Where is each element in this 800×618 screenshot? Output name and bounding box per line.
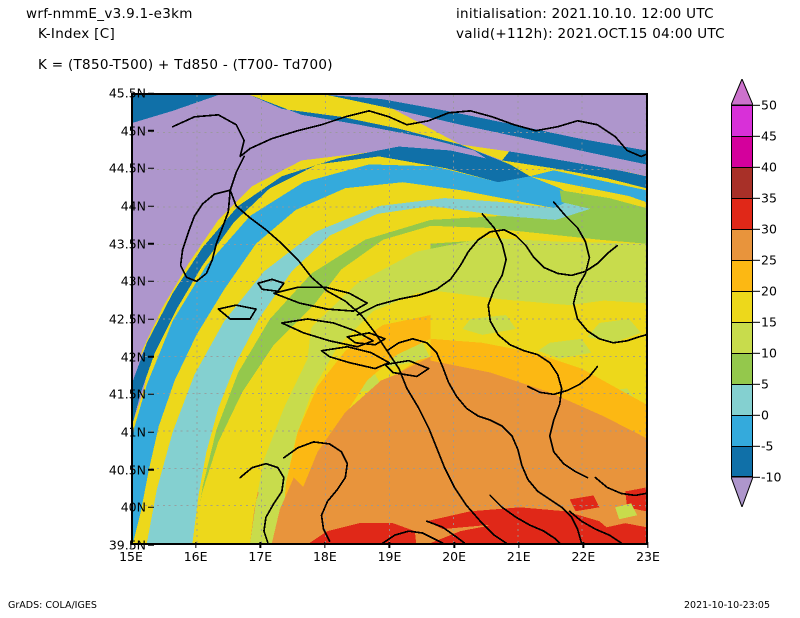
x-tick-mark <box>388 542 391 548</box>
colorbar-tick: 15 <box>753 315 777 330</box>
x-axis-tick: 20E <box>442 542 466 564</box>
colorbar-tick-mark <box>753 383 760 385</box>
y-tick-mark <box>148 280 154 283</box>
y-axis-tick: 45.5N <box>109 86 154 101</box>
x-axis-tick: 17E <box>248 542 272 564</box>
x-axis-tick: 16E <box>184 542 208 564</box>
y-axis-tick: 42N <box>121 349 154 364</box>
y-axis-tick: 41N <box>121 425 154 440</box>
x-axis-tick: 21E <box>507 542 531 564</box>
x-axis-tick: 23E <box>636 542 660 564</box>
colorbar-tick: 20 <box>753 284 777 299</box>
y-axis-tick: 44N <box>121 199 154 214</box>
x-tick-mark <box>194 542 197 548</box>
colorbar-tick: 45 <box>753 129 777 144</box>
y-tick-mark <box>148 506 154 509</box>
y-tick-mark <box>148 318 154 320</box>
render-timestamp: 2021-10-10-23:05 <box>684 600 771 611</box>
x-tick-mark <box>130 542 132 548</box>
colorbar-tick: 50 <box>753 98 777 113</box>
y-tick-mark <box>148 205 154 207</box>
colorbar-top-arrow <box>731 79 753 105</box>
colorbar-tick-mark <box>753 290 760 292</box>
colorbar-band <box>731 291 753 322</box>
formula-text: K = (T850-T500) + Td850 - (T700- Td700) <box>38 57 333 73</box>
y-tick-mark <box>148 393 154 396</box>
x-axis-tick: 15E <box>119 542 143 564</box>
colorbar-band <box>731 322 753 353</box>
x-tick-mark <box>518 542 520 548</box>
colorbar-tick-mark <box>753 259 760 261</box>
colorbar-band <box>731 384 753 415</box>
colorbar-tick-mark <box>753 321 760 323</box>
y-tick-mark <box>148 167 154 170</box>
y-axis-tick: 42.5N <box>109 312 154 327</box>
colorbar-tick: 25 <box>753 253 777 268</box>
colorbar-band <box>731 136 753 167</box>
colorbar-tick-mark <box>753 104 760 106</box>
colorbar-bottom-arrow <box>731 477 753 507</box>
colorbar-band <box>731 229 753 260</box>
colorbar-band <box>731 167 753 198</box>
colorbar-band <box>731 446 753 477</box>
colorbar-tick: 5 <box>753 377 769 392</box>
x-tick-mark <box>582 542 585 548</box>
y-axis-tick: 44.5N <box>109 161 154 176</box>
valid-time: valid(+112h): 2021.OCT.15 04:00 UTC <box>456 26 725 42</box>
colorbar-tick-mark <box>753 135 760 137</box>
x-tick-mark <box>453 542 455 548</box>
colorbar-tick-mark <box>753 166 760 168</box>
colorbar-tick: 10 <box>753 346 777 361</box>
colorbar-band <box>731 260 753 291</box>
colorbar-band <box>731 415 753 446</box>
colorbar-tick: -10 <box>753 470 781 485</box>
colorbar-tick-mark <box>753 228 760 230</box>
x-tick-mark <box>259 542 262 548</box>
colorbar-tick-mark <box>753 197 760 199</box>
x-axis-tick: 19E <box>378 542 401 564</box>
map-plot-area <box>131 93 648 545</box>
y-axis-tick: 40N <box>121 500 154 515</box>
y-tick-mark <box>148 129 154 132</box>
colorbar-tick: 35 <box>753 191 777 206</box>
colorbar-tick-mark <box>753 414 760 416</box>
x-axis-tick: 18E <box>313 542 337 564</box>
model-name: wrf-nmmE_v3.9.1-e3km <box>26 6 193 22</box>
x-tick-mark <box>647 542 649 548</box>
y-tick-mark <box>148 431 154 433</box>
initialisation-time: initialisation: 2021.10.10. 12:00 UTC <box>456 6 714 22</box>
y-tick-mark <box>148 544 154 546</box>
field-name: K-Index [C] <box>38 26 116 42</box>
colorbar-tick: -5 <box>753 439 773 454</box>
x-tick-mark <box>324 542 326 548</box>
y-tick-mark <box>148 92 154 94</box>
grads-credit: GrADS: COLA/IGES <box>8 600 97 611</box>
colorbar-band <box>731 198 753 229</box>
colorbar-band <box>731 105 753 136</box>
y-tick-mark <box>148 355 154 358</box>
y-axis-tick: 43.5N <box>109 236 154 251</box>
y-axis-tick: 43N <box>121 274 154 289</box>
colorbar-tick-mark <box>753 476 760 478</box>
y-tick-mark <box>148 242 154 245</box>
y-axis-tick: 41.5N <box>109 387 154 402</box>
colorbar-tick: 0 <box>753 408 769 423</box>
colorbar-band <box>731 353 753 384</box>
y-tick-mark <box>148 468 154 471</box>
colorbar-tick-mark <box>753 445 760 447</box>
x-axis-tick: 22E <box>571 542 595 564</box>
colorbar-tick: 30 <box>753 222 777 237</box>
colorbar-tick: 40 <box>753 160 777 175</box>
y-axis-tick: 39.5N <box>109 538 154 553</box>
y-axis-tick: 45N <box>121 123 154 138</box>
kindex-heatmap-raster <box>133 95 646 543</box>
colorbar: 50 45 40 35 30 25 20 15 10 5 0 -5 -10 <box>731 79 781 509</box>
colorbar-tick-mark <box>753 352 760 354</box>
y-axis-tick: 40.5N <box>109 462 154 477</box>
